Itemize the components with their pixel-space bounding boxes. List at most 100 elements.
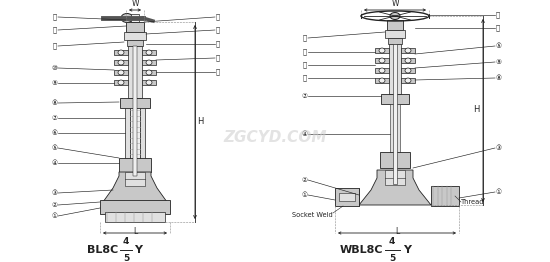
Bar	[124, 32, 146, 40]
Bar	[140, 108, 145, 160]
Text: ④: ④	[51, 160, 57, 166]
Bar	[133, 46, 137, 176]
Text: ⑱: ⑱	[216, 14, 220, 20]
Text: Y: Y	[134, 245, 142, 255]
Bar	[381, 94, 409, 104]
Text: ⑭: ⑭	[216, 69, 220, 75]
Text: ①: ①	[51, 213, 57, 219]
Text: ⑧: ⑧	[496, 75, 502, 81]
Bar	[380, 152, 410, 168]
Text: ②: ②	[301, 177, 307, 183]
Ellipse shape	[118, 70, 124, 75]
Bar	[120, 98, 150, 108]
Text: ⑮: ⑮	[216, 55, 220, 61]
Bar	[385, 170, 405, 185]
Ellipse shape	[390, 13, 400, 19]
Bar	[142, 50, 156, 55]
Bar	[387, 20, 403, 30]
Ellipse shape	[405, 68, 411, 73]
Bar	[401, 58, 415, 63]
Polygon shape	[103, 172, 167, 202]
Bar	[339, 193, 355, 201]
Ellipse shape	[146, 80, 152, 85]
Text: ④: ④	[301, 131, 307, 137]
Ellipse shape	[405, 48, 411, 53]
Text: ⑩: ⑩	[51, 65, 57, 71]
Bar	[335, 188, 359, 206]
Text: 5: 5	[389, 254, 395, 262]
Bar	[114, 50, 128, 55]
Text: ⑬: ⑬	[53, 14, 57, 20]
Ellipse shape	[379, 78, 385, 83]
Text: ⑥: ⑥	[51, 130, 57, 136]
Bar	[126, 22, 144, 32]
Text: L: L	[395, 227, 399, 236]
Text: ③: ③	[496, 145, 502, 151]
Text: H: H	[197, 117, 204, 127]
Text: WBL8C: WBL8C	[339, 245, 383, 255]
Bar	[401, 68, 415, 73]
Bar	[375, 78, 389, 83]
Bar	[114, 80, 128, 85]
Bar	[375, 58, 389, 63]
Ellipse shape	[118, 60, 124, 65]
Bar	[389, 44, 401, 94]
Bar	[390, 104, 400, 154]
Bar	[114, 70, 128, 75]
Bar	[130, 108, 140, 160]
Text: ⑦: ⑦	[301, 93, 307, 99]
Text: BL8C: BL8C	[87, 245, 118, 255]
Bar	[431, 186, 459, 206]
Bar	[131, 14, 139, 22]
Ellipse shape	[405, 78, 411, 83]
Ellipse shape	[121, 14, 133, 23]
Ellipse shape	[146, 50, 152, 55]
Text: ⑨: ⑨	[496, 59, 502, 65]
Ellipse shape	[405, 58, 411, 63]
Bar	[375, 48, 389, 53]
Bar	[105, 212, 165, 222]
Text: ⑦: ⑦	[51, 115, 57, 121]
Text: 4: 4	[389, 237, 395, 246]
Bar	[125, 172, 145, 186]
Bar	[401, 48, 415, 53]
Bar	[142, 70, 156, 75]
Bar	[385, 30, 405, 38]
Bar	[393, 44, 397, 184]
Bar	[128, 46, 142, 98]
Ellipse shape	[379, 68, 385, 73]
Text: ⑪: ⑪	[53, 43, 57, 49]
Text: ⑨: ⑨	[51, 80, 57, 86]
Text: ①: ①	[301, 192, 307, 198]
Ellipse shape	[146, 60, 152, 65]
Text: ⑬: ⑬	[303, 75, 307, 81]
Ellipse shape	[379, 58, 385, 63]
Text: ③: ③	[51, 190, 57, 196]
Text: L: L	[133, 227, 137, 236]
Bar	[375, 68, 389, 73]
Bar	[114, 60, 128, 65]
Text: Y: Y	[403, 245, 411, 255]
Bar	[142, 80, 156, 85]
Text: ⑤: ⑤	[496, 43, 502, 49]
Polygon shape	[359, 170, 431, 205]
Text: 5: 5	[123, 254, 129, 262]
Text: ⑮: ⑮	[303, 49, 307, 55]
Text: ⑭: ⑭	[303, 62, 307, 68]
Bar	[100, 200, 170, 214]
Bar	[125, 108, 130, 160]
Text: ⑤: ⑤	[51, 145, 57, 151]
Text: Socket Weld: Socket Weld	[292, 212, 333, 218]
Bar	[119, 158, 151, 172]
Text: ⑫: ⑫	[496, 12, 500, 18]
Text: ⑰: ⑰	[303, 35, 307, 41]
Text: Thread: Thread	[461, 199, 485, 205]
Bar	[127, 40, 143, 46]
Bar	[142, 60, 156, 65]
Text: W: W	[131, 0, 139, 8]
Text: ⑪: ⑪	[496, 25, 500, 31]
Text: ⑫: ⑫	[53, 27, 57, 33]
Text: W: W	[391, 0, 399, 8]
Text: ⑧: ⑧	[51, 100, 57, 106]
Text: H: H	[474, 106, 480, 114]
